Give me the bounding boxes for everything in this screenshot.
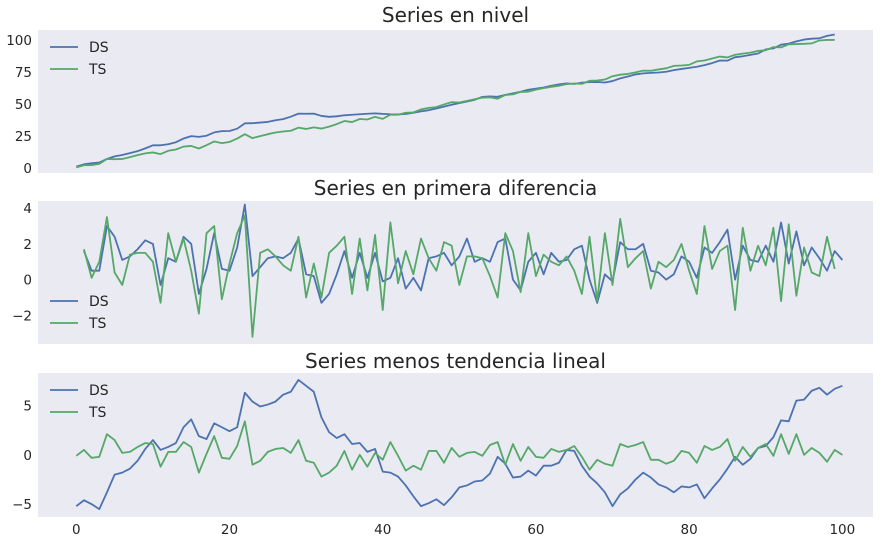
y-tick-label: −2 (12, 308, 32, 324)
series-line-ts (75, 420, 843, 478)
legend-label-ds: DS (89, 383, 109, 399)
plot-area (38, 373, 873, 517)
x-tick-label: 40 (374, 522, 391, 538)
series-line-ts (76, 39, 835, 169)
legend-label-ts: TS (88, 405, 107, 421)
subplot-title: Series en primera diferencia (314, 176, 597, 200)
series-line-ds (83, 203, 844, 304)
series-line-ds (76, 33, 835, 168)
y-tick-label: 5 (23, 399, 32, 415)
y-tick-label: 50 (15, 97, 32, 113)
y-tick-label: 0 (23, 448, 32, 464)
subplot-title: Series menos tendencia lineal (305, 349, 606, 373)
subplot-title: Series en nivel (382, 3, 529, 27)
legend-label-ds: DS (89, 40, 109, 56)
x-tick-label: 20 (221, 522, 238, 538)
y-tick-label: 0 (23, 273, 32, 289)
subplot-3: Series menos tendencia lineal −5 0 5 0 20 40 60… (12, 349, 873, 538)
subplot-2: Series en primera diferencia −2 0 2 4 DS TS (12, 176, 873, 344)
y-tick-label: 75 (15, 65, 32, 81)
y-tick-label: 2 (23, 237, 32, 253)
y-tick-label: −5 (12, 497, 32, 513)
x-tick-label: 60 (527, 522, 544, 538)
series-line-ds (75, 379, 843, 511)
y-tick-label: 100 (6, 33, 32, 49)
series-line-ts (83, 214, 836, 338)
legend-label-ts: TS (88, 62, 107, 78)
x-tick-label: 80 (681, 522, 698, 538)
y-tick-label: 0 (23, 161, 32, 177)
legend-label-ds: DS (89, 294, 109, 310)
y-tick-label: 4 (23, 201, 32, 217)
x-tick-label: 0 (72, 522, 81, 538)
x-tick-label: 100 (829, 522, 855, 538)
y-tick-label: 25 (15, 129, 32, 145)
legend-label-ts: TS (88, 316, 107, 332)
subplot-1: Series en nivel 0 25 50 75 100 DS TS (6, 3, 873, 177)
